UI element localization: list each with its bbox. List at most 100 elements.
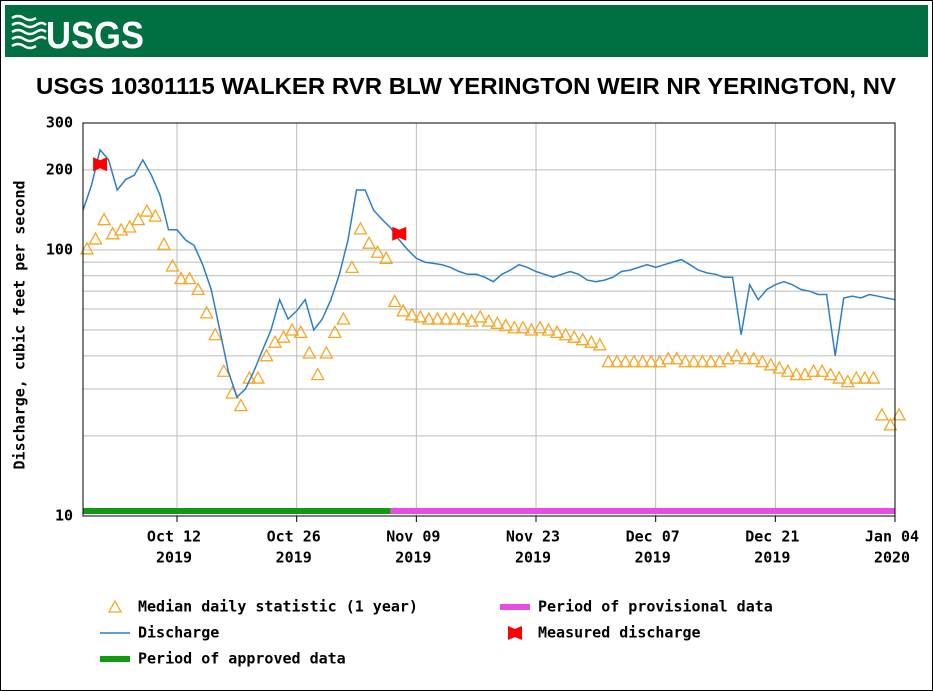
legend-swatch bbox=[508, 626, 522, 640]
median-marker bbox=[772, 360, 787, 374]
median-marker bbox=[156, 236, 172, 250]
median-marker bbox=[242, 370, 257, 384]
x-tick-label: Jan 04 bbox=[865, 528, 919, 546]
discharge-line bbox=[82, 148, 896, 399]
chart-title: USGS 10301115 WALKER RVR BLW YERINGTON W… bbox=[36, 73, 897, 99]
median-marker bbox=[344, 260, 360, 274]
legend-swatch bbox=[107, 599, 123, 613]
median-marker bbox=[541, 322, 556, 336]
median-marker bbox=[379, 250, 394, 264]
legend-label: Period of approved data bbox=[138, 650, 346, 668]
median-marker bbox=[96, 212, 112, 226]
x-tick-label: 2019 bbox=[156, 549, 192, 567]
plot-border bbox=[82, 122, 896, 517]
median-marker bbox=[319, 345, 334, 359]
median-marker bbox=[447, 311, 462, 325]
median-marker bbox=[626, 354, 642, 368]
y-tick-label: 100 bbox=[46, 240, 73, 258]
median-marker bbox=[285, 322, 300, 336]
measured-marker bbox=[392, 226, 407, 241]
median-marker bbox=[883, 417, 898, 431]
median-marker bbox=[814, 363, 830, 377]
median-marker bbox=[233, 398, 248, 412]
median-marker bbox=[473, 309, 488, 323]
logo-text: USGS bbox=[46, 15, 144, 57]
median-marker bbox=[293, 325, 308, 339]
median-marker bbox=[430, 311, 445, 325]
legend-label: Period of provisional data bbox=[538, 598, 773, 616]
median-marker bbox=[455, 311, 471, 325]
median-marker bbox=[361, 235, 377, 249]
median-marker bbox=[199, 305, 214, 319]
median-marker bbox=[191, 282, 206, 296]
median-marker bbox=[891, 407, 907, 421]
median-marker bbox=[686, 354, 701, 368]
y-axis-label: Discharge, cubic feet per second bbox=[11, 181, 29, 470]
y-tick-label: 300 bbox=[46, 114, 73, 132]
median-marker bbox=[746, 351, 761, 365]
y-tick-label: 200 bbox=[46, 160, 73, 178]
median-marker bbox=[567, 329, 582, 343]
median-marker bbox=[370, 244, 385, 258]
y-tick-label: 10 bbox=[55, 507, 73, 525]
median-marker bbox=[849, 370, 864, 384]
median-marker bbox=[592, 337, 607, 351]
median-marker bbox=[874, 407, 889, 421]
legend-label: Measured discharge bbox=[538, 624, 701, 642]
median-marker bbox=[302, 345, 317, 359]
median-marker bbox=[806, 363, 821, 377]
x-tick-label: 2019 bbox=[276, 549, 312, 567]
median-marker bbox=[404, 307, 419, 321]
median-marker bbox=[276, 329, 291, 343]
x-tick-label: 2019 bbox=[754, 549, 790, 567]
median-marker bbox=[353, 221, 368, 235]
median-marker bbox=[481, 313, 496, 327]
median-marker bbox=[515, 320, 531, 334]
median-marker bbox=[695, 354, 710, 368]
median-marker bbox=[635, 354, 650, 368]
median-marker bbox=[763, 357, 778, 371]
x-tick-label: Dec 07 bbox=[626, 528, 680, 546]
median-marker bbox=[524, 322, 539, 336]
median-marker bbox=[208, 327, 223, 341]
median-marker bbox=[336, 311, 351, 325]
median-marker bbox=[88, 231, 103, 245]
median-marker bbox=[832, 370, 847, 384]
median-marker bbox=[490, 315, 505, 329]
median-marker bbox=[438, 311, 454, 325]
x-tick-label: 2020 bbox=[874, 549, 910, 567]
header-bar bbox=[5, 5, 928, 57]
median-marker bbox=[609, 354, 625, 368]
median-marker bbox=[601, 354, 616, 368]
median-marker bbox=[729, 348, 744, 362]
median-marker bbox=[550, 325, 565, 339]
median-marker bbox=[79, 241, 95, 255]
median-marker bbox=[703, 354, 719, 368]
median-marker bbox=[216, 363, 231, 377]
median-marker bbox=[738, 351, 753, 365]
legend-label: Discharge bbox=[138, 624, 219, 642]
median-marker bbox=[122, 219, 137, 233]
median-marker bbox=[532, 320, 548, 334]
median-marker bbox=[789, 367, 804, 381]
x-tick-label: Nov 09 bbox=[386, 528, 440, 546]
median-marker bbox=[250, 370, 266, 384]
x-tick-label: Dec 21 bbox=[745, 528, 799, 546]
median-marker bbox=[661, 351, 676, 365]
median-marker bbox=[327, 325, 342, 339]
x-tick-label: 2019 bbox=[635, 549, 671, 567]
median-marker bbox=[823, 367, 838, 381]
median-marker bbox=[755, 354, 770, 368]
median-marker bbox=[259, 348, 274, 362]
median-marker bbox=[421, 311, 436, 325]
median-marker bbox=[584, 334, 599, 348]
x-tick-label: Oct 12 bbox=[147, 528, 201, 546]
median-marker bbox=[165, 258, 180, 272]
median-marker bbox=[857, 370, 872, 384]
median-marker bbox=[131, 212, 146, 226]
median-marker bbox=[114, 222, 129, 236]
median-marker bbox=[780, 363, 795, 377]
median-marker bbox=[413, 309, 428, 323]
median-marker bbox=[173, 271, 189, 285]
